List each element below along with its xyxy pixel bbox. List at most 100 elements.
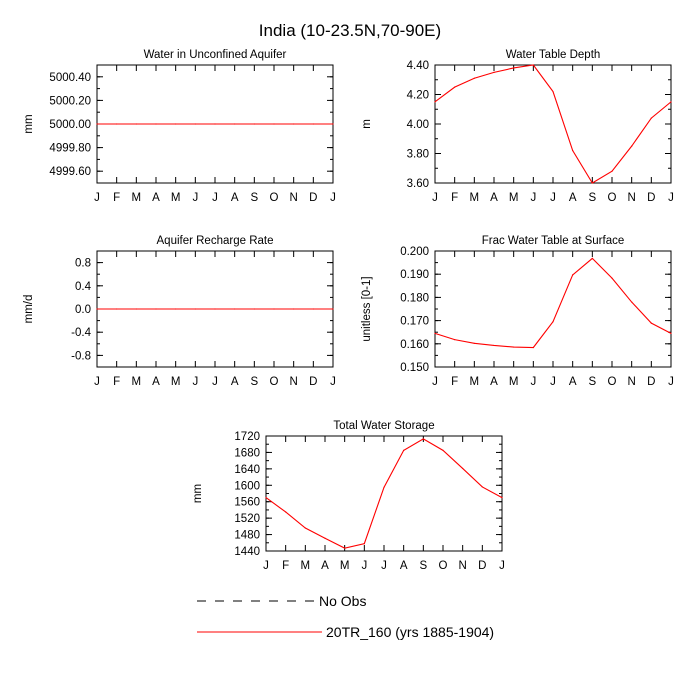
x-tick-label: J xyxy=(530,192,536,204)
data-point xyxy=(135,308,137,310)
data-point xyxy=(214,123,216,125)
data-point xyxy=(253,123,255,125)
y-tick-label: 4.40 xyxy=(407,60,429,72)
data-point xyxy=(572,149,574,152)
y-axis-label: mm/d xyxy=(23,295,35,324)
data-point xyxy=(481,486,483,488)
data-point xyxy=(434,332,436,334)
x-tick-label: O xyxy=(608,192,617,204)
data-point xyxy=(234,308,236,310)
data-point xyxy=(293,308,295,310)
series-line-model xyxy=(265,438,503,549)
data-point xyxy=(611,170,613,172)
data-point xyxy=(403,449,405,451)
x-tick-label: A xyxy=(152,192,160,204)
x-tick-label: F xyxy=(113,192,120,204)
y-tick-label: 4.00 xyxy=(407,119,429,131)
data-point xyxy=(591,182,593,184)
y-tick-label: 1520 xyxy=(234,513,260,525)
x-tick-label: A xyxy=(231,376,239,388)
y-tick-label: 4.20 xyxy=(407,90,429,102)
x-tick-label: D xyxy=(478,560,486,572)
y-tick-label: 3.60 xyxy=(407,178,429,190)
x-tick-label: J xyxy=(94,192,100,204)
data-point xyxy=(434,101,436,103)
x-tick-label: O xyxy=(608,376,617,388)
figure-title: India (10-23.5N,70-90E) xyxy=(259,21,441,40)
y-tick-label: 4999.80 xyxy=(49,143,91,155)
data-point xyxy=(454,339,456,341)
y-tick-label: 5000.20 xyxy=(49,95,91,107)
panel-title: Frac Water Table at Surface xyxy=(482,235,625,247)
panel-title: Aquifer Recharge Rate xyxy=(157,235,274,247)
data-point xyxy=(194,123,196,125)
x-tick-label: N xyxy=(290,192,298,204)
y-tick-label: 0.150 xyxy=(400,362,429,374)
x-tick-label: A xyxy=(152,376,160,388)
data-point xyxy=(344,547,346,549)
data-point xyxy=(214,308,216,310)
x-tick-label: S xyxy=(588,192,596,204)
data-point xyxy=(462,467,464,470)
x-tick-label: A xyxy=(569,192,577,204)
y-tick-label: 0.200 xyxy=(400,246,429,258)
data-point xyxy=(422,438,424,440)
data-point xyxy=(175,123,177,125)
y-axis-label: unitless [0-1] xyxy=(361,276,373,341)
y-tick-label: 0.160 xyxy=(400,339,429,351)
legend-obs-label: No Obs xyxy=(319,593,366,609)
data-point xyxy=(332,308,334,310)
x-tick-label: S xyxy=(419,560,427,572)
data-point xyxy=(293,123,295,125)
x-tick-label: J xyxy=(499,560,505,572)
y-tick-label: -0.4 xyxy=(71,327,91,339)
y-tick-label: 0.170 xyxy=(400,316,429,328)
x-tick-label: N xyxy=(628,376,636,388)
y-tick-label: 0.180 xyxy=(400,292,429,304)
y-tick-label: 0.4 xyxy=(75,281,92,293)
data-point xyxy=(473,342,475,344)
data-point xyxy=(493,344,495,347)
x-tick-label: M xyxy=(470,376,480,388)
x-tick-label: D xyxy=(647,192,655,204)
data-point xyxy=(532,64,534,66)
x-tick-label: N xyxy=(459,560,467,572)
data-point xyxy=(552,90,554,93)
data-point xyxy=(234,123,236,125)
x-tick-label: O xyxy=(270,376,279,388)
x-tick-label: D xyxy=(309,192,317,204)
data-point xyxy=(454,86,456,88)
x-tick-label: J xyxy=(192,192,198,204)
data-point xyxy=(572,274,574,276)
plot-frame xyxy=(265,435,503,552)
data-point xyxy=(194,308,196,310)
y-tick-label: 1600 xyxy=(234,480,260,492)
data-point xyxy=(442,449,444,451)
data-point xyxy=(324,537,326,539)
y-tick-label: 1480 xyxy=(234,530,260,542)
x-tick-label: J xyxy=(668,192,674,204)
y-tick-label: 1720 xyxy=(234,431,260,443)
x-tick-label: J xyxy=(212,192,218,204)
x-tick-label: M xyxy=(470,192,480,204)
x-tick-label: J xyxy=(432,192,438,204)
x-tick-label: J xyxy=(668,376,674,388)
x-tick-label: M xyxy=(132,192,142,204)
data-point xyxy=(175,308,177,310)
data-point xyxy=(591,257,593,260)
x-tick-label: J xyxy=(263,560,269,572)
y-tick-label: 0.0 xyxy=(75,304,91,316)
x-tick-label: D xyxy=(309,376,317,388)
x-tick-label: F xyxy=(113,376,120,388)
x-tick-label: M xyxy=(509,376,519,388)
y-tick-label: 1440 xyxy=(234,546,260,558)
x-tick-label: D xyxy=(647,376,655,388)
data-point xyxy=(116,308,118,310)
x-tick-label: A xyxy=(490,192,498,204)
data-point xyxy=(383,486,385,488)
y-tick-label: 3.80 xyxy=(407,149,429,161)
x-tick-label: M xyxy=(171,376,181,388)
data-point xyxy=(513,67,515,69)
